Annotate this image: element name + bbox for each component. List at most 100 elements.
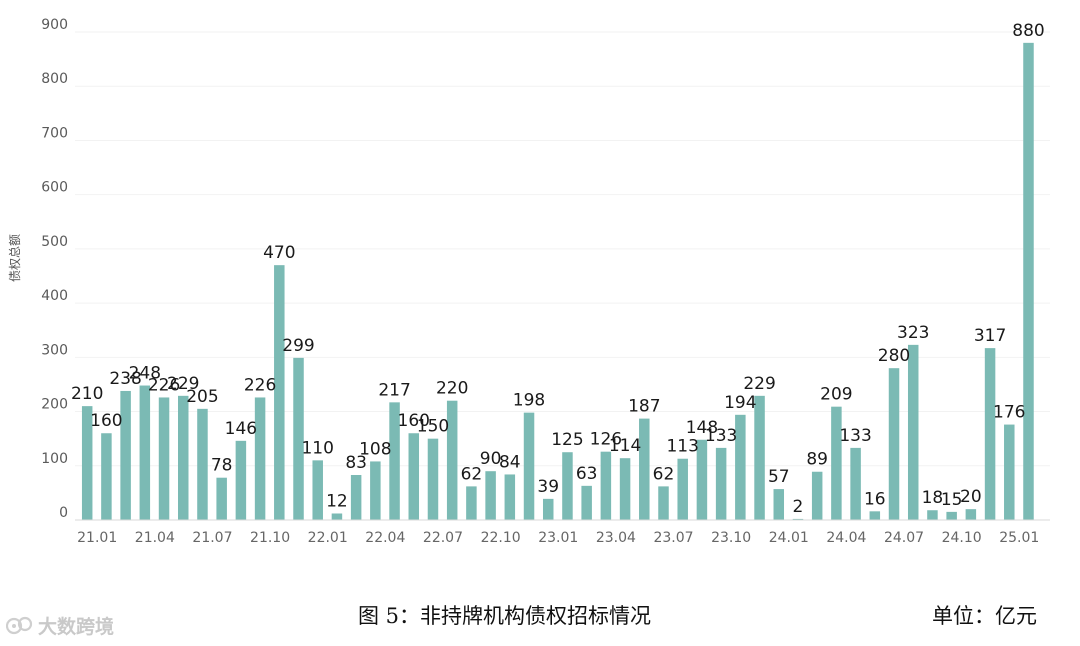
data-label: 57 — [768, 467, 790, 487]
bar — [408, 433, 420, 520]
data-label: 160 — [398, 411, 430, 431]
bar — [984, 348, 996, 520]
data-label: 317 — [974, 326, 1006, 346]
bar — [389, 402, 400, 520]
watermark-text: 大数跨境 — [38, 616, 115, 638]
bar — [504, 474, 516, 520]
y-tick-label: 400 — [41, 288, 68, 304]
x-tick-label: 23.04 — [596, 530, 636, 546]
bar — [235, 440, 247, 520]
bar — [466, 486, 477, 520]
bar — [927, 510, 938, 520]
data-labels: 2101602382482262292057814622647029911012… — [71, 21, 1045, 517]
data-label: 229 — [743, 374, 775, 394]
bar — [965, 509, 977, 520]
bar — [907, 344, 919, 520]
data-label: 217 — [378, 380, 410, 400]
x-tick-label: 24.04 — [826, 530, 866, 546]
bar — [350, 474, 362, 520]
bar — [869, 511, 881, 520]
y-tick-label: 200 — [41, 397, 68, 413]
bar — [735, 414, 746, 520]
data-label: 238 — [109, 369, 141, 389]
bar — [562, 452, 573, 520]
data-label: 16 — [864, 489, 886, 509]
bar — [216, 477, 227, 520]
data-label: 20 — [960, 487, 982, 507]
bar — [158, 397, 170, 520]
bar — [792, 518, 804, 520]
watermark: 大数跨境 — [6, 612, 114, 639]
bar — [523, 412, 535, 520]
y-tick-label: 500 — [41, 234, 68, 250]
data-label: 2 — [793, 497, 804, 517]
bar — [619, 458, 631, 520]
chart: 2101602382482262292057814622647029911012… — [8, 17, 1050, 546]
bar — [427, 438, 439, 520]
data-label: 198 — [513, 391, 545, 411]
data-label: 133 — [705, 426, 737, 446]
data-label: 133 — [839, 426, 871, 446]
y-tick-label: 0 — [59, 505, 68, 521]
x-tick-label: 21.07 — [192, 530, 232, 546]
data-label: 187 — [628, 397, 660, 417]
data-label: 62 — [653, 464, 675, 484]
data-label: 15 — [941, 490, 963, 510]
data-label: 90 — [480, 449, 502, 469]
data-label: 125 — [551, 430, 583, 450]
data-label: 470 — [263, 243, 295, 263]
data-label: 63 — [576, 464, 598, 484]
bars — [81, 42, 1034, 520]
y-axis: 0 100 200 300 400 500 600 700 800 900 — [41, 17, 68, 521]
data-label: 148 — [686, 418, 718, 438]
data-label: 108 — [359, 439, 391, 459]
bar — [274, 265, 285, 520]
bar — [658, 486, 669, 520]
data-label: 299 — [282, 336, 314, 356]
bar — [831, 406, 842, 520]
data-label: 150 — [417, 417, 449, 437]
data-label: 110 — [301, 438, 333, 458]
bar — [293, 357, 304, 520]
bar — [715, 447, 727, 520]
x-tick-label: 23.01 — [538, 530, 578, 546]
x-axis: 21.01 21.04 21.07 21.10 22.01 22.04 22.07 22.10… — [75, 519, 1050, 546]
dashuju-logo-icon — [6, 616, 33, 634]
data-label: 229 — [167, 374, 199, 394]
bar — [946, 511, 957, 520]
y-tick-label: 300 — [41, 342, 68, 358]
bar — [446, 400, 458, 520]
data-label: 78 — [211, 456, 233, 476]
data-label: 226 — [244, 375, 276, 395]
bar — [850, 447, 861, 520]
bar — [178, 395, 189, 520]
bar — [101, 433, 112, 520]
data-label: 126 — [590, 430, 622, 450]
bar — [331, 513, 343, 520]
bar — [1004, 424, 1015, 520]
bar — [581, 485, 592, 520]
bar — [485, 471, 496, 520]
bar — [120, 390, 131, 520]
y-tick-label: 900 — [41, 17, 68, 33]
bar — [197, 408, 208, 520]
y-tick-label: 700 — [41, 125, 68, 141]
bar — [888, 368, 900, 520]
x-tick-label: 24.01 — [769, 530, 809, 546]
data-label: 323 — [897, 323, 929, 343]
data-label: 114 — [609, 436, 641, 456]
data-label: 209 — [820, 385, 852, 405]
data-label: 280 — [878, 346, 910, 366]
figure-caption: 图 5：非持牌机构债权招标情况 — [358, 604, 652, 628]
data-label: 83 — [345, 453, 367, 473]
data-label: 194 — [724, 393, 756, 413]
x-tick-label: 22.04 — [365, 530, 405, 546]
y-tick-label: 600 — [41, 180, 68, 196]
y-tick-label: 800 — [41, 71, 68, 87]
data-label: 226 — [148, 375, 180, 395]
data-label: 113 — [666, 437, 698, 457]
bar — [677, 458, 688, 520]
data-label: 210 — [71, 384, 103, 404]
x-tick-label: 25.01 — [999, 530, 1039, 546]
bar — [254, 397, 266, 520]
